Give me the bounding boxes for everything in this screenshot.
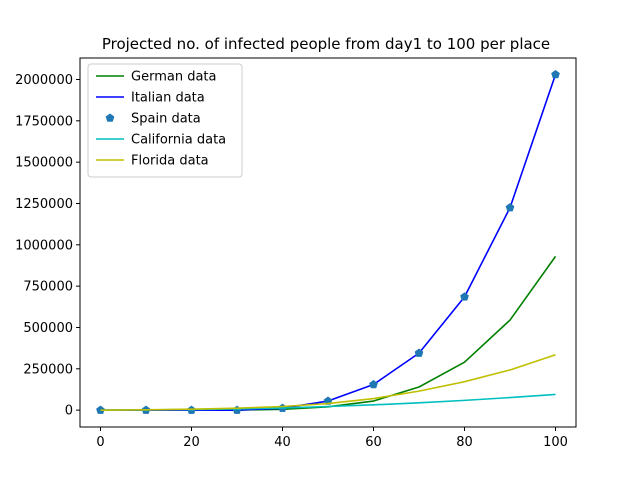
y-tick-label: 1250000: [15, 197, 73, 212]
legend-label-florida-data: Florida data: [131, 154, 209, 169]
legend-label-spain-data: Spain data: [131, 112, 201, 127]
legend-box: [87, 63, 243, 178]
x-tick-label: 80: [456, 435, 473, 450]
y-tick-label: 250000: [23, 362, 73, 377]
y-tick-label: 2000000: [15, 73, 73, 88]
series-point-spain-data: [505, 203, 515, 212]
series-point-spain-data: [369, 379, 378, 389]
x-tick-label: 60: [365, 435, 382, 450]
x-tick-label: 0: [96, 435, 104, 450]
x-tick-label: 20: [183, 435, 200, 450]
series-point-spain-data: [551, 69, 560, 79]
y-tick-label: 0: [65, 404, 73, 419]
y-tick-label: 1750000: [15, 114, 73, 129]
legend-label-german-data: German data: [131, 70, 216, 85]
axes-frame: [79, 57, 577, 428]
y-tick-label: 500000: [23, 321, 73, 336]
y-tick-label: 750000: [23, 280, 73, 295]
y-tick-label: 1000000: [15, 238, 73, 253]
series-point-spain-data: [414, 348, 424, 357]
plot-area: 0 20 40 60 80 100 0 250000 500000 750000 1000000 12…: [15, 57, 577, 450]
legend-swatch-spain-data: [105, 113, 115, 122]
series-line-florida-data: [100, 353, 556, 411]
chart-title: Projected no. of infected people from da…: [102, 35, 550, 53]
x-tick-label: 40: [274, 435, 291, 450]
series-point-spain-data: [460, 292, 469, 301]
legend: German data Italian data Spain data Califor…: [87, 63, 243, 178]
legend-label-italian-data: Italian data: [131, 91, 205, 106]
x-tick-label: 100: [543, 435, 568, 450]
y-tick-label: 1500000: [15, 156, 73, 171]
legend-label-california-data: California data: [131, 133, 226, 148]
